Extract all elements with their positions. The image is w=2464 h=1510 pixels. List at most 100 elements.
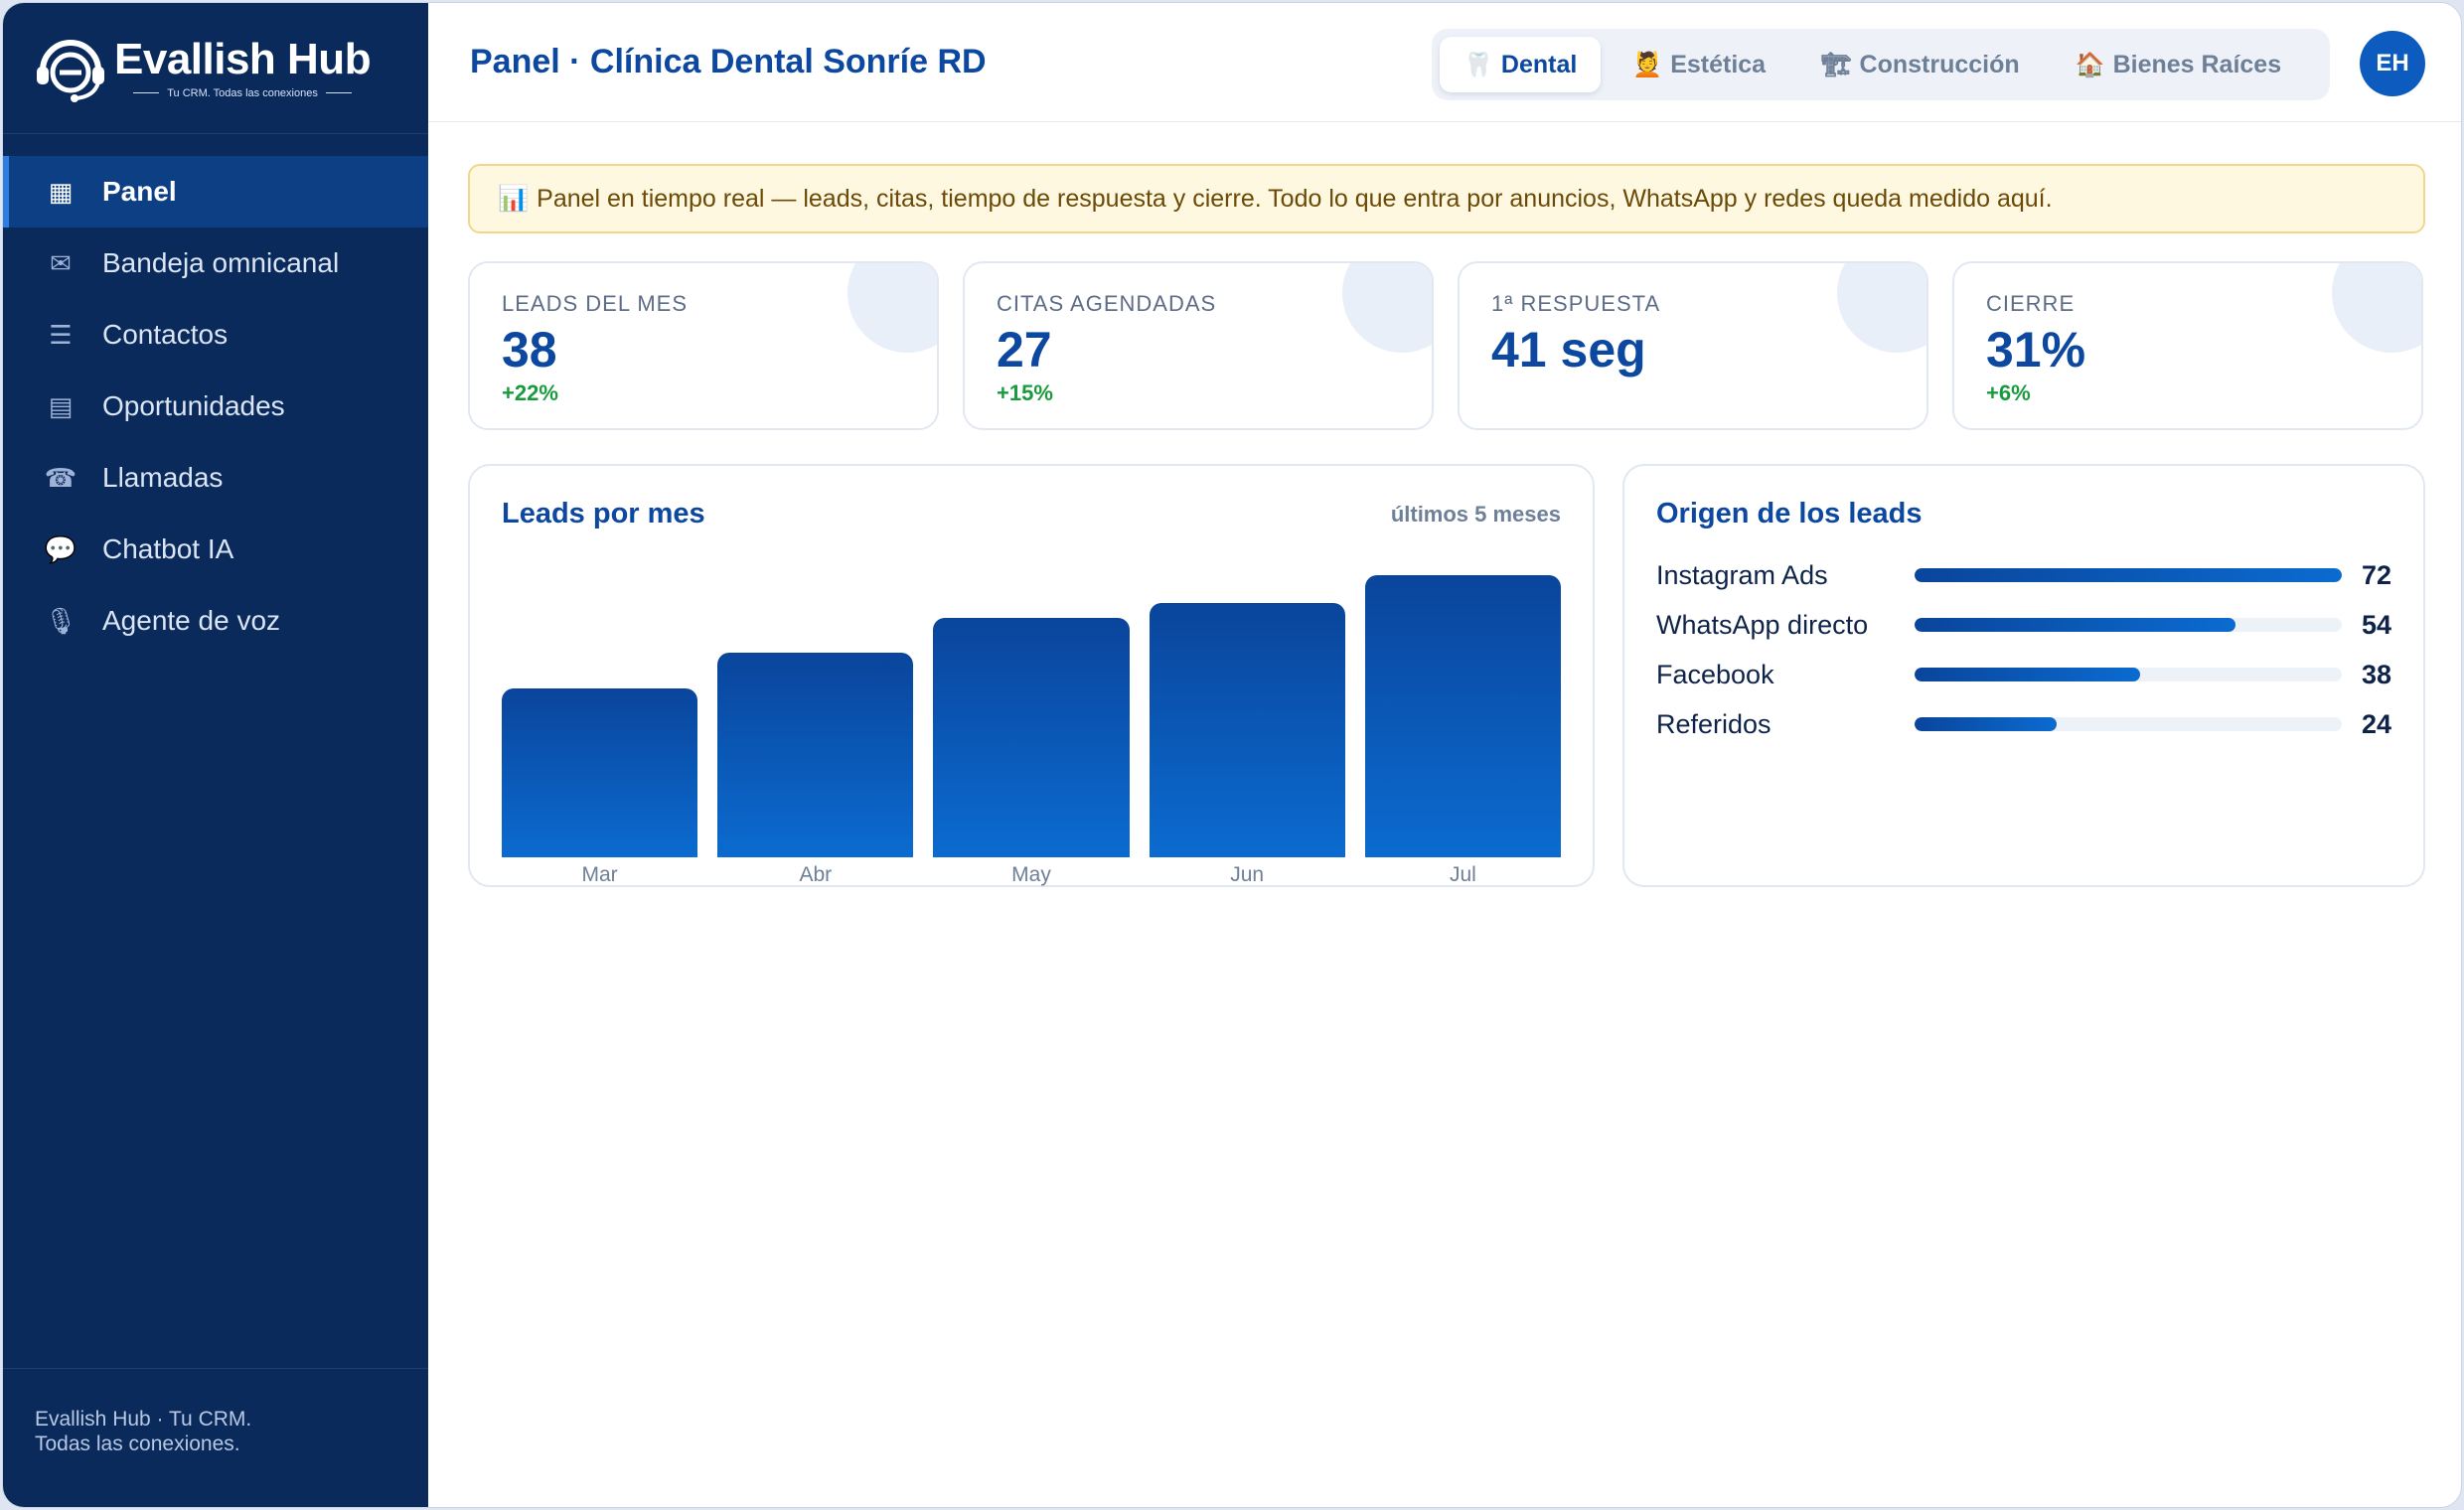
kpi-delta: +6% <box>1986 380 2031 405</box>
kpi-label: CITAS AGENDADAS <box>997 291 1217 316</box>
x-tick-label: Mar <box>581 863 618 886</box>
chat-bubble-icon: 💬 <box>44 533 77 564</box>
tab-bienes-raices[interactable]: 🏠 Bienes Raíces <box>2052 37 2305 92</box>
kpi-label: 1ª RESPUESTA <box>1491 291 1661 316</box>
banner-text: Panel en tiempo real — leads, citas, tie… <box>537 184 2053 213</box>
source-name: Referidos <box>1656 708 1771 739</box>
sidebar-item-bandeja[interactable]: ✉ Bandeja omnicanal <box>3 227 428 299</box>
kpi-value: 41 seg <box>1491 322 1646 378</box>
bar-may <box>933 617 1130 857</box>
sidebar-item-label: Bandeja omnicanal <box>102 247 340 278</box>
kpi-label: CIERRE <box>1986 291 2076 316</box>
bar-jul <box>1364 575 1561 857</box>
tab-dental[interactable]: 🦷 Dental <box>1440 37 1602 92</box>
source-bar-track <box>1915 568 2342 582</box>
topbar: Panel · Clínica Dental Sonríe RD 🦷 Denta… <box>428 3 2461 122</box>
sidebar-item-panel[interactable]: ▦ Panel <box>3 156 428 227</box>
source-bar-fill <box>1915 568 2342 582</box>
list-icon: ☰ <box>49 319 73 350</box>
source-row: Referidos 24 <box>1656 704 2391 744</box>
avatar[interactable]: EH <box>2360 31 2425 96</box>
card-title: Leads por mes <box>502 498 705 529</box>
source-name: WhatsApp directo <box>1656 609 1869 640</box>
tab-label: Estética <box>1670 50 1767 78</box>
kpi-card-leads: LEADS DEL MES 38 +22% <box>468 261 939 430</box>
x-tick-label: Abr <box>799 863 833 886</box>
document-icon: ▤ <box>48 390 74 421</box>
house-icon: 🏠 <box>2075 51 2105 78</box>
source-value: 38 <box>2361 659 2391 689</box>
vertical-switcher: 🦷 Dental 💆 Estética 🏗 Construcción 🏠 Bie… <box>1432 29 2330 100</box>
tab-estetica[interactable]: 💆 Estética <box>1609 37 1789 92</box>
source-bar-fill <box>1915 717 2058 731</box>
sidebar: Evallish Hub Tu CRM. Todas las conexione… <box>3 3 428 1507</box>
microphone-icon: 🎙 <box>44 605 77 636</box>
bar-chart-icon: 📊 <box>498 184 530 213</box>
sidebar-item-label: Agente de voz <box>102 605 281 636</box>
bar-jun <box>1149 603 1345 857</box>
kpi-delta: +15% <box>997 380 1053 405</box>
source-value: 24 <box>2361 708 2391 739</box>
brand-name: Evallish Hub <box>114 34 372 83</box>
source-name: Facebook <box>1656 659 1774 689</box>
sidebar-item-oportunidades[interactable]: ▤ Oportunidades <box>3 371 428 442</box>
bar-abr <box>717 653 914 857</box>
x-tick-label: Jul <box>1449 863 1476 886</box>
source-bar-track <box>1915 618 2342 632</box>
source-row: WhatsApp directo 54 <box>1656 605 2391 645</box>
source-bar-fill <box>1915 668 2140 681</box>
card-title: Origen de los leads <box>1656 498 1923 529</box>
kpi-value: 38 <box>502 322 557 378</box>
sidebar-item-llamadas[interactable]: ☎ Llamadas <box>3 442 428 514</box>
sidebar-item-chatbot[interactable]: 💬 Chatbot IA <box>3 514 428 585</box>
kpi-value: 27 <box>997 322 1052 378</box>
sidebar-item-agente-voz[interactable]: 🎙 Agente de voz <box>3 585 428 657</box>
source-name: Instagram Ads <box>1656 559 1828 590</box>
sidebar-footer-line2: Todas las conexiones. <box>35 1433 240 1455</box>
kpi-delta: +22% <box>502 380 558 405</box>
brand[interactable]: Evallish Hub Tu CRM. Todas las conexione… <box>3 3 428 134</box>
headset-logo-icon <box>37 39 104 102</box>
x-tick-label: May <box>1011 863 1051 886</box>
kpi-label: LEADS DEL MES <box>502 291 689 316</box>
source-value: 72 <box>2361 559 2391 590</box>
source-row: Instagram Ads 72 <box>1656 555 2391 595</box>
brand-tagline-text: Tu CRM. Todas las conexiones <box>167 86 318 99</box>
crane-icon: 🏗 <box>1821 51 1852 78</box>
card-subtitle: últimos 5 meses <box>1390 502 1561 527</box>
kpi-card-cierre: CIERRE 31% +6% <box>1952 261 2423 430</box>
tab-label: Bienes Raíces <box>2112 50 2282 78</box>
tab-label: Dental <box>1500 50 1578 78</box>
tab-construccion[interactable]: 🏗 Construcción <box>1797 37 2044 92</box>
source-row: Facebook 38 <box>1656 655 2391 694</box>
sidebar-item-label: Oportunidades <box>102 390 285 421</box>
sidebar-item-label: Chatbot IA <box>102 533 234 564</box>
phone-icon: ☎ <box>44 462 77 493</box>
sidebar-footer: Evallish Hub · Tu CRM. Todas las conexio… <box>3 1368 428 1507</box>
sidebar-nav: ▦ Panel ✉ Bandeja omnicanal ☰ Contactos … <box>3 156 428 657</box>
kpi-value: 31% <box>1986 322 2086 378</box>
page-title: Panel · Clínica Dental Sonríe RD <box>470 43 987 80</box>
tooth-icon: 🦷 <box>1463 51 1493 78</box>
lead-origin-card: Origen de los leads Instagram Ads 72 Whats… <box>1622 464 2425 887</box>
sidebar-item-label: Contactos <box>102 319 229 350</box>
source-bar-track <box>1915 668 2342 681</box>
dashboard-grid-icon: ▦ <box>48 176 74 207</box>
bar-mar <box>502 687 698 857</box>
source-bar-track <box>1915 717 2342 731</box>
x-tick-label: Jun <box>1230 863 1265 886</box>
source-bar-fill <box>1915 618 2235 632</box>
sidebar-item-contactos[interactable]: ☰ Contactos <box>3 299 428 371</box>
tab-label: Construcción <box>1859 50 2020 78</box>
envelope-icon: ✉ <box>50 247 72 278</box>
info-banner: 📊 Panel en tiempo real — leads, citas, t… <box>468 164 2425 233</box>
spa-icon: 💆 <box>1632 51 1663 78</box>
sidebar-item-label: Llamadas <box>102 462 224 493</box>
sidebar-item-label: Panel <box>102 176 177 207</box>
source-value: 54 <box>2361 609 2391 640</box>
kpi-card-respuesta: 1ª RESPUESTA 41 seg <box>1458 261 1928 430</box>
leads-chart-card: Leads por mes últimos 5 meses Mar Abr May J… <box>468 464 1595 887</box>
bar-chart: Mar Abr May Jun Jul <box>502 557 1561 887</box>
sidebar-footer-line1: Evallish Hub · Tu CRM. <box>35 1408 252 1431</box>
